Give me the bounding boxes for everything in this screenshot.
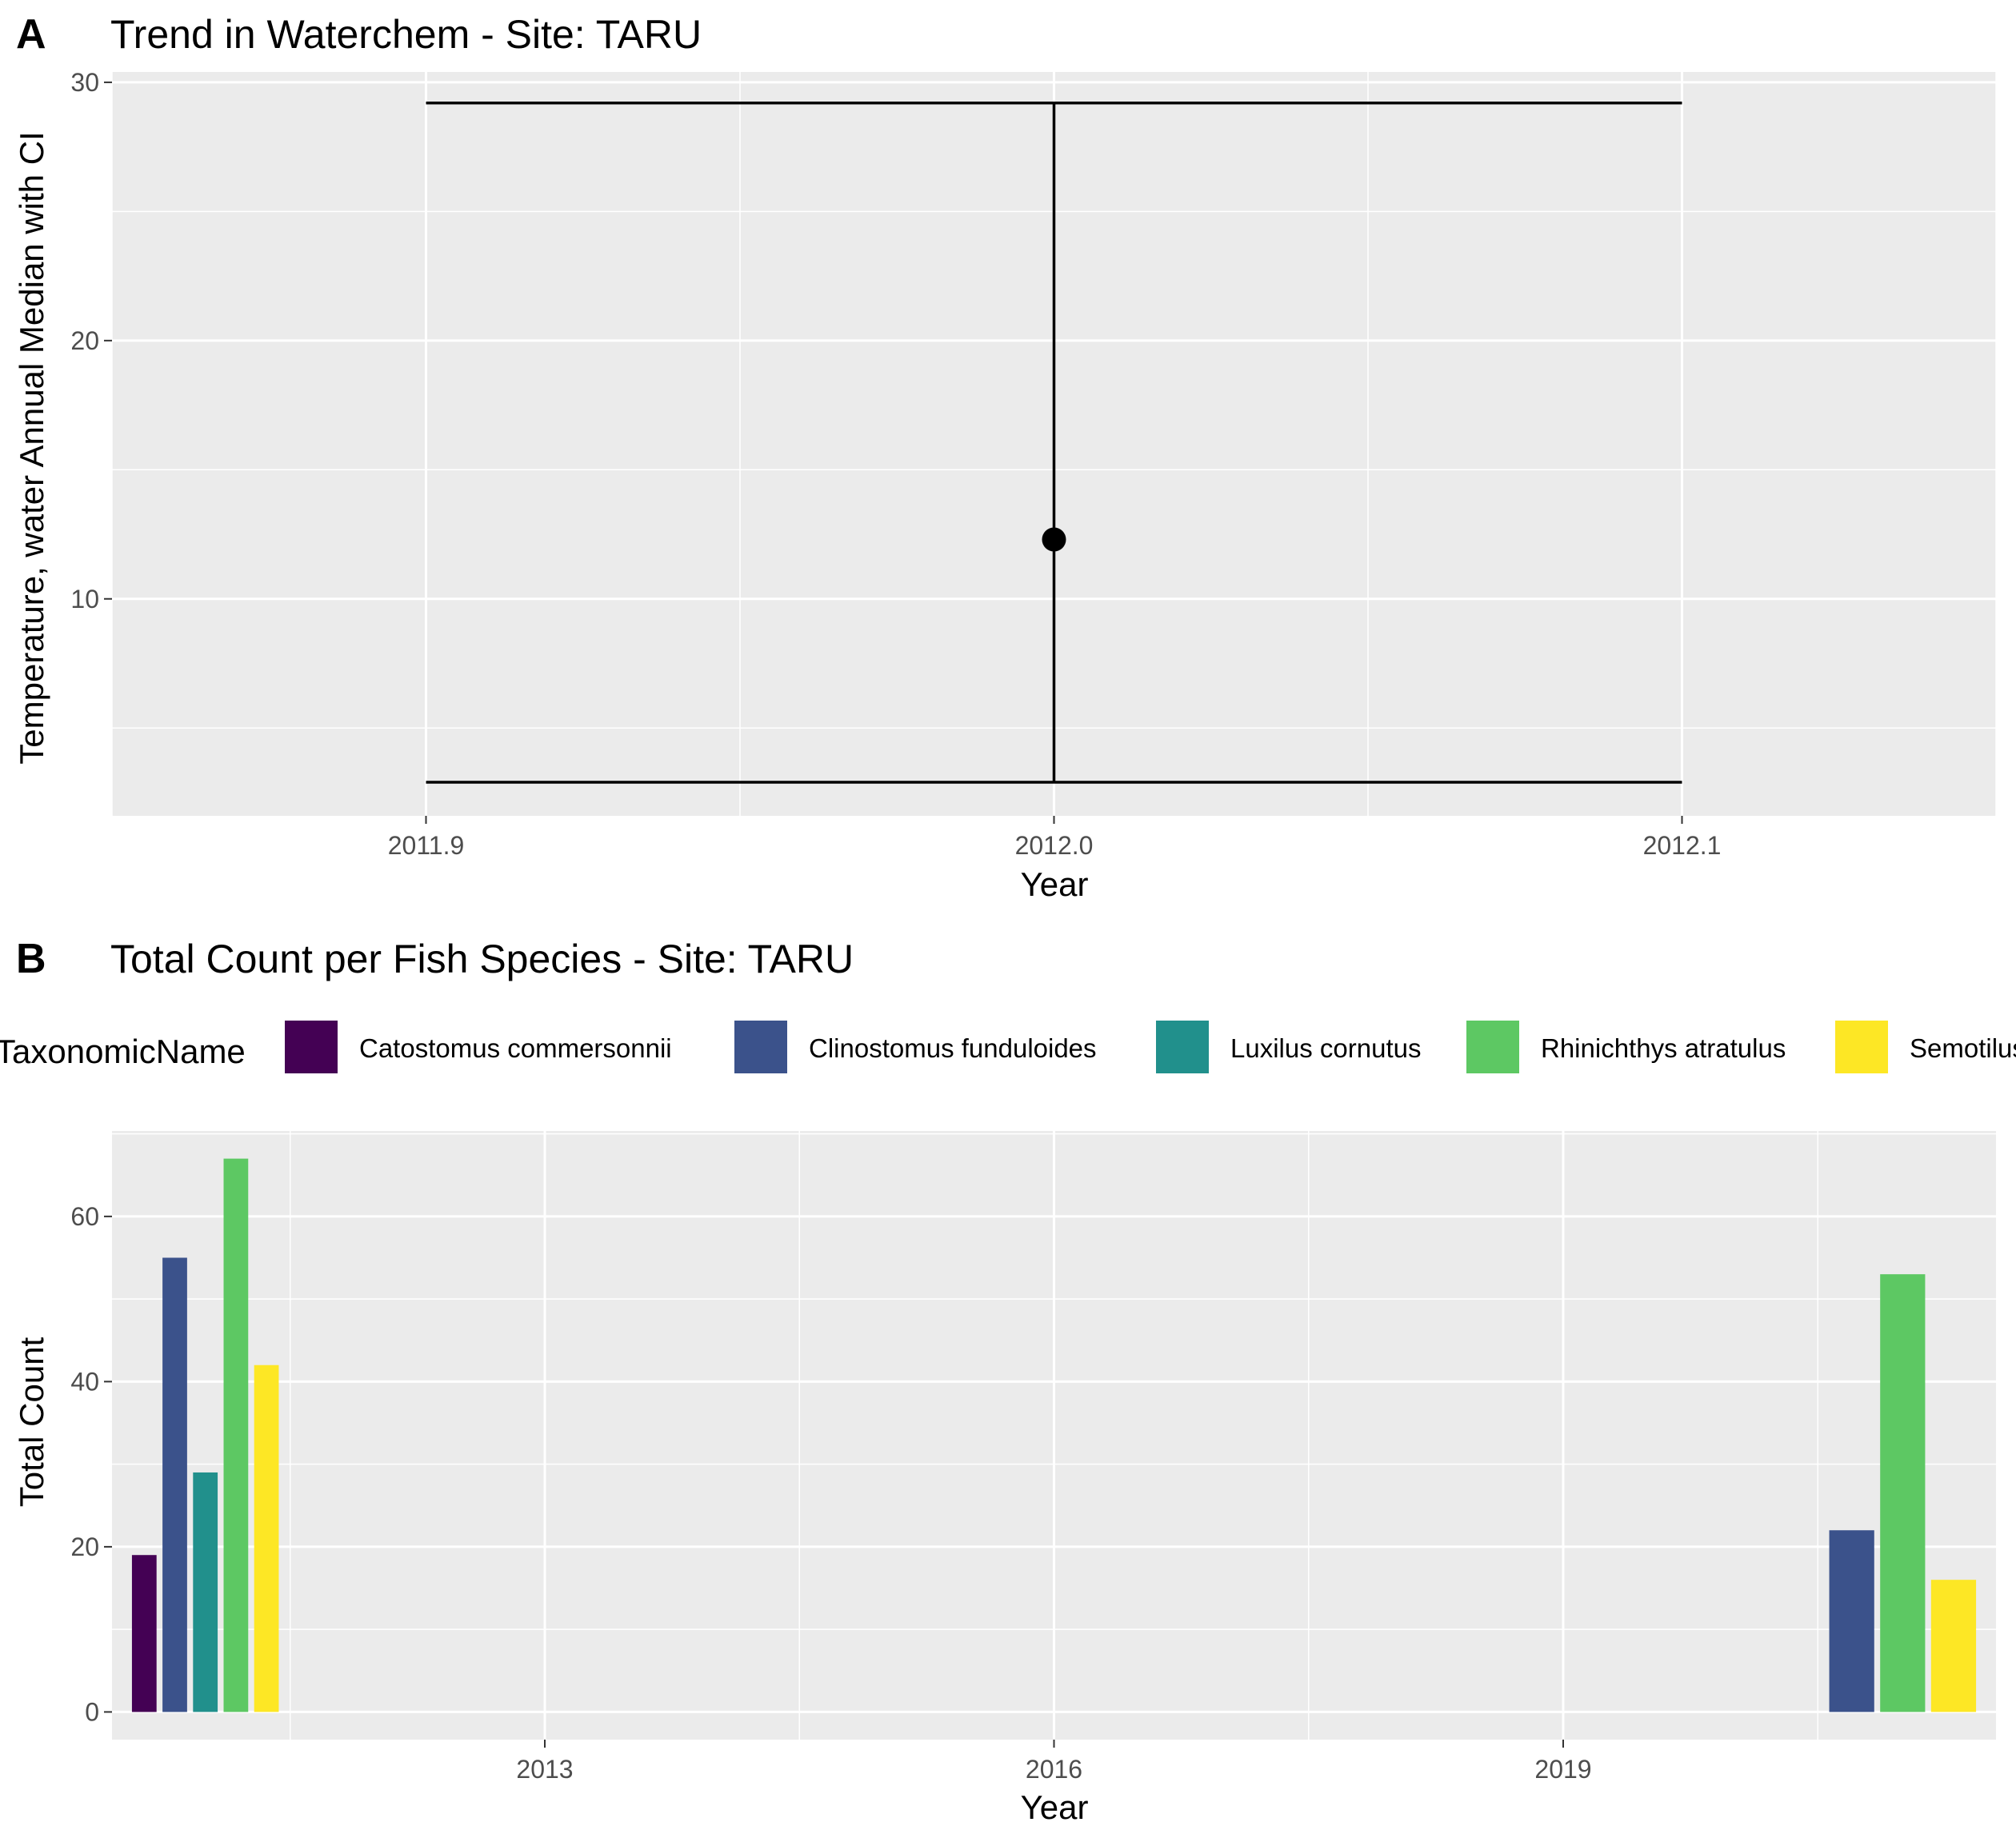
panel-b-title: Total Count per Fish Species - Site: TAR… [110,937,854,981]
x-tick-label: 2012.1 [1643,831,1722,860]
bar [1829,1530,1874,1712]
x-tick-label: 2013 [516,1755,573,1784]
bar [1930,1580,1977,1712]
panel-b-tag: B [16,936,46,982]
y-tick-label: 10 [70,585,99,613]
panel-a-x-axis: 2011.9 2012.0 2012.1 [388,816,1722,860]
legend-key [1156,1021,1209,1073]
y-tick-label: 20 [70,326,99,355]
bar [254,1365,279,1712]
bar [131,1555,157,1712]
legend-label: Clinostomus funduloides [809,1033,1097,1063]
panel-b: B Total Count per Fish Species - Site: T… [0,936,2016,1826]
panel-b-x-axis: 2013 2016 2019 [516,1740,1592,1784]
median-point [1042,527,1066,552]
legend-label: Rhinichthys atratulus [1541,1033,1786,1063]
panel-a-y-axis-title: Temperature, water Annual Median with CI [13,131,50,764]
legend-key [1835,1021,1888,1073]
x-tick-label: 2011.9 [388,831,465,860]
x-tick-label: 2016 [1026,1755,1082,1784]
bar [162,1257,187,1712]
bar [193,1472,218,1712]
y-tick-label: 40 [70,1367,99,1396]
panel-a-y-axis: 10 20 30 [70,68,112,613]
y-tick-label: 20 [70,1532,99,1561]
legend-label: Luxilus cornutus [1230,1033,1421,1063]
panel-a-title: Trend in Waterchem - Site: TARU [110,12,702,57]
legend-key [1466,1021,1519,1073]
legend-label: Catostomus commersonnii [359,1033,672,1063]
legend-key [285,1021,338,1073]
legend-key [734,1021,787,1073]
x-tick-label: 2012.0 [1015,831,1094,860]
panel-a: A Trend in Waterchem - Site: TARU 10 20 30… [13,11,1997,903]
panel-a-x-axis-title: Year [1021,865,1089,903]
y-tick-label: 0 [85,1697,99,1726]
panel-b-bars [131,1158,1977,1712]
panel-b-y-axis-title: Total Count [13,1337,50,1507]
panel-a-tag: A [16,11,46,58]
bar [223,1158,249,1712]
panel-b-y-axis: 0 20 40 60 [70,1202,112,1726]
bar [1880,1274,1926,1712]
y-tick-label: 30 [70,68,99,97]
y-tick-label: 60 [70,1202,99,1231]
panel-b-x-axis-title: Year [1021,1788,1089,1826]
x-tick-label: 2019 [1534,1755,1591,1784]
panel-a-marks [426,102,1682,784]
legend-label: Semotilus [1910,1033,2016,1063]
legend-title: TaxonomicName [0,1033,246,1070]
panel-b-legend: TaxonomicName Catostomus commersonnii Cli… [0,1021,2016,1073]
panel-b-gridlines [112,1131,1996,1740]
